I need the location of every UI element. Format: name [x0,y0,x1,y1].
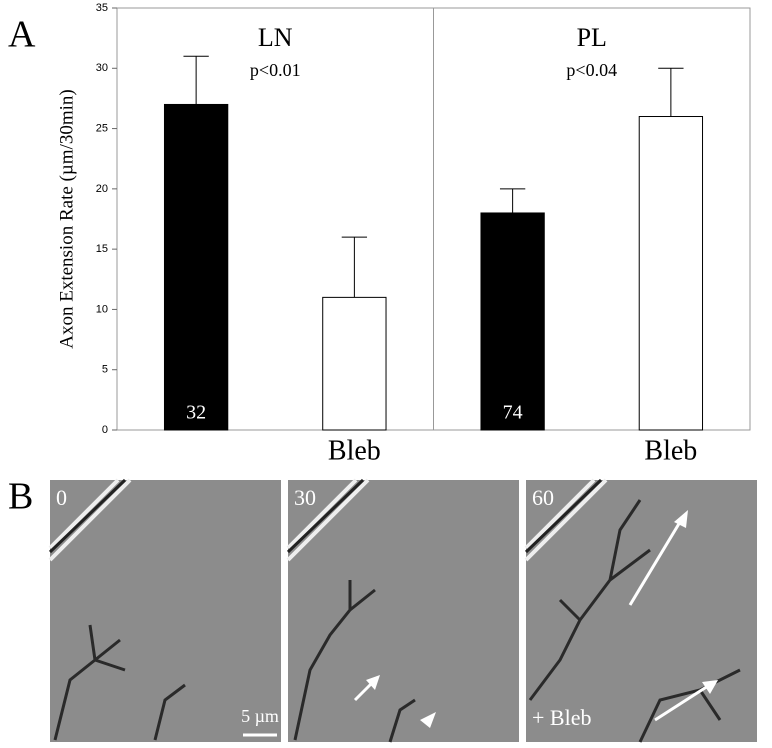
group-title: PL [577,23,607,52]
micrograph [286,478,519,743]
n-label: 32 [186,402,206,424]
frame-label: 30 [294,485,316,510]
y-tick-label: 15 [96,243,108,255]
annotation: + Bleb [532,705,591,730]
y-axis-label: Axon Extension Rate (µm/30min) [56,89,77,349]
y-tick-label: 10 [96,303,108,315]
y-tick-label: 35 [96,2,108,14]
y-tick-label: 25 [96,122,108,134]
p-value: p<0.04 [566,60,617,80]
frame-label: 60 [532,485,554,510]
micrograph [48,478,281,742]
y-tick-label: 20 [96,183,108,195]
x-tick-label: Bleb [644,435,697,466]
x-tick-label: Bleb [328,435,381,466]
bar [163,103,229,431]
frame-label: 0 [56,485,67,510]
group-title: LN [258,23,293,52]
scale-bar-label: 5 µm [241,706,279,726]
y-tick-label: 30 [96,62,108,74]
n-label: 74 [503,402,523,424]
panel-label: A [8,14,36,56]
micrograph [524,478,757,743]
p-value: p<0.01 [250,60,301,80]
panel-label: B [8,476,33,518]
bar [480,212,545,431]
y-tick-label: 5 [102,364,108,376]
bar [638,116,704,431]
bar [322,296,387,431]
y-tick-label: 0 [102,424,108,436]
